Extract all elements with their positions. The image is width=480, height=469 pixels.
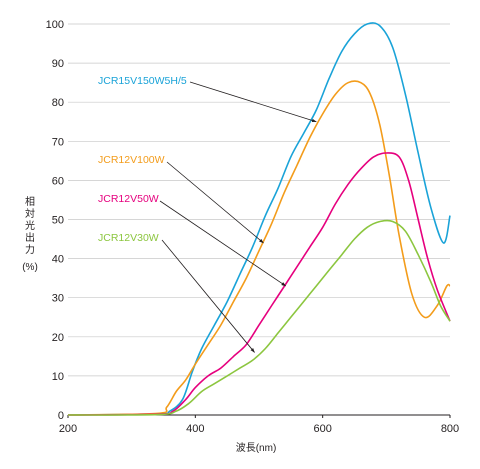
annotation-arrow-4 — [161, 239, 255, 353]
series-line-3 — [67, 152, 451, 416]
series-label-4: JCR12V30W — [98, 232, 159, 244]
x-tick-label: 800 — [441, 423, 459, 435]
x-tick-label: 200 — [59, 423, 77, 435]
x-tick-label: 600 — [313, 423, 331, 435]
y-tick-label: 0 — [58, 410, 64, 422]
x-axis-label: 波長(nm) — [236, 441, 277, 454]
series-line-4 — [67, 219, 451, 416]
x-tick-label: 400 — [186, 423, 204, 435]
y-tick-label: 20 — [52, 332, 64, 344]
annotation-arrow-1 — [189, 81, 317, 123]
y-tick-label: 40 — [52, 254, 64, 266]
y-tick-label: 10 — [52, 371, 64, 383]
y-tick-label: 100 — [46, 19, 64, 31]
y-axis-label: 相対光出力 — [25, 195, 35, 256]
annotation-arrow-3 — [159, 200, 287, 287]
series-label-3: JCR12V50W — [98, 193, 159, 205]
series-label-2: JCR12V100W — [98, 154, 165, 166]
series-line-2 — [67, 80, 451, 416]
series-line-1 — [67, 22, 451, 416]
y-tick-label: 60 — [52, 175, 64, 187]
y-tick-label: 30 — [52, 293, 64, 305]
y-tick-label: 90 — [52, 58, 64, 70]
series-label-1: JCR15V150W5H/5 — [98, 75, 187, 87]
y-tick-label: 80 — [52, 97, 64, 109]
annotation-arrow-2 — [166, 161, 264, 244]
y-axis-unit: (%) — [22, 262, 38, 273]
y-tick-label: 50 — [52, 215, 64, 227]
y-tick-label: 70 — [52, 136, 64, 148]
